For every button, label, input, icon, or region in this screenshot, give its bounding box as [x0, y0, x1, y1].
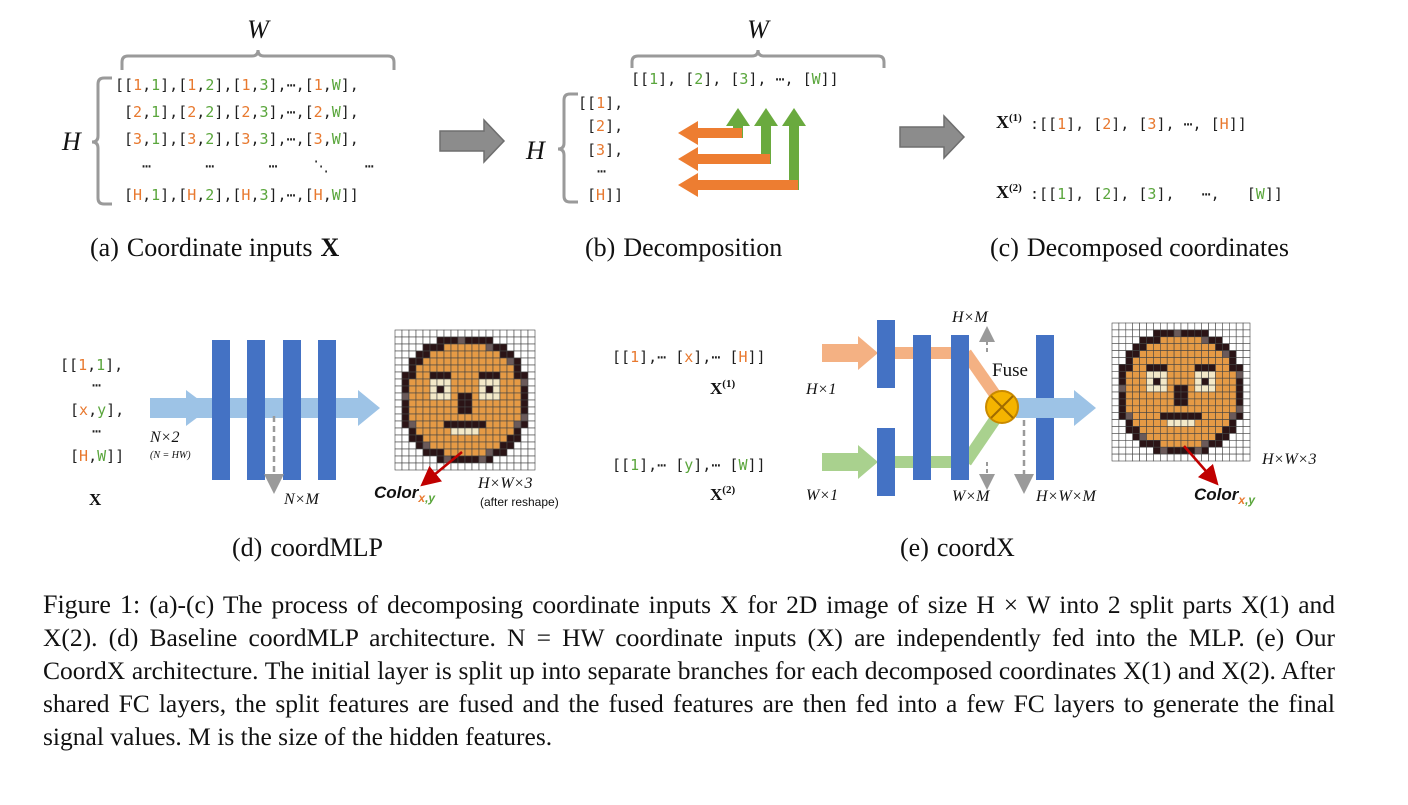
panel-e-hm-label: H×M: [951, 309, 989, 326]
right-arrow-icon: [439, 118, 506, 164]
panel-d-input: [H,W]]: [70, 447, 124, 465]
panel-a-w-brace: [120, 49, 396, 70]
panel-e-hwm-label: H×W×M: [1035, 488, 1097, 505]
panel-a-row: [2,1],[2,2],[2,3],⋯,[2,W],: [124, 103, 359, 121]
panel-a-row: [3,1],[3,2],[3,3],⋯,[3,W],: [124, 130, 359, 148]
pixel-face-icon: [1111, 322, 1251, 462]
panel-b-caption: (b) Decomposition: [585, 233, 782, 262]
decomposition-arrows: [678, 108, 806, 197]
panel-b-col-item: [3],: [587, 141, 623, 159]
panel-a-caption: (a) Coordinate inputs X: [90, 233, 339, 262]
panel-d-layers: [212, 340, 336, 480]
panel-d-input: [x,y],: [70, 401, 124, 419]
panel-a-row: ⋯ ⋯ ⋯ ⋱ ⋯: [124, 157, 374, 175]
panel-d-x-label: X: [89, 490, 102, 509]
panel-b-w-brace: [630, 49, 886, 68]
panel-e-x2-row: [[1],⋯ [y],⋯ [W]]: [612, 456, 766, 474]
panel-a-row: [H,1],[H,2],[H,3],⋯,[H,W]]: [124, 186, 359, 204]
panel-e-x2-arrow: [822, 445, 878, 479]
panel-e-fuse-label: Fuse: [992, 360, 1028, 381]
panel-d: [[1,1], ⋯ [x,y], ⋯ [H,W]] X N×2 (N = HW)…: [60, 329, 559, 562]
panel-e-wm-label: W×M: [952, 488, 991, 505]
panel-c-x1-row: :[[1], [2], [3], ⋯, [H]]: [1030, 115, 1247, 133]
panel-b-w-label: W: [747, 15, 771, 44]
panel-d-input: ⋯: [92, 422, 101, 440]
panel-b-col-item: [H]]: [587, 186, 623, 204]
panel-b-top-row: [[1], [2], [3], ⋯, [W]]: [631, 70, 839, 88]
panel-c-x2-label: X(2): [996, 182, 1022, 202]
caption-text: (a)-(c) The process of decomposing coord…: [43, 590, 1336, 751]
panel-a-w-label: W: [247, 15, 271, 44]
panel-d-reshape-note: (after reshape): [480, 495, 559, 509]
panel-e-x2-label: X(2): [710, 484, 735, 504]
panel-e-out-arrow: [1016, 390, 1096, 426]
panel-a-h-brace: [91, 76, 112, 206]
panel-d-input: [[1,1],: [60, 356, 123, 374]
panel-e-color-label: Colorx,y: [1194, 485, 1256, 507]
panel-d-input: ⋯: [92, 376, 101, 394]
panel-d-caption: (d) coordMLP: [232, 533, 383, 562]
figure-label: Figure 1:: [43, 590, 141, 619]
panel-b-h-brace: [557, 92, 578, 204]
pixel-face-icon: [394, 329, 536, 471]
panel-e: [[1],⋯ [x],⋯ [H]] X(1) H×1 [[1],⋯ [y],⋯ …: [612, 309, 1316, 562]
panel-d-nhw-label: (N = HW): [150, 450, 191, 461]
panel-e-hw3-label: H×W×3: [1261, 451, 1316, 468]
panel-a: W H [[1,1],[1,2],[1,3],⋯,[1,W], [2,1],[2…: [61, 15, 396, 262]
panel-c-caption: (c) Decomposed coordinates: [990, 233, 1289, 262]
panel-b-col-item: [2],: [587, 117, 623, 135]
figure-caption: Figure 1: (a)-(c) The process of decompo…: [43, 588, 1335, 753]
panel-e-x1-label: X(1): [710, 378, 735, 398]
panel-b: W [[1], [2], [3], ⋯, [W]] H [[1], [2], […: [525, 15, 886, 262]
panel-a-h-label: H: [61, 127, 82, 156]
panel-d-hw3-label: H×W×3: [477, 475, 532, 492]
panel-e-x1-row: [[1],⋯ [x],⋯ [H]]: [612, 348, 766, 366]
panel-d-color-label: Colorx,y: [374, 483, 436, 505]
panel-d-color-arrow: [420, 451, 463, 487]
panel-d-nm-label: N×M: [283, 491, 320, 508]
right-arrow-icon: [899, 114, 966, 160]
panel-c-x2-row: :[[1], [2], [3], ⋯, [W]]: [1030, 185, 1283, 203]
fuse-circle-icon: [985, 390, 1019, 424]
panel-e-layers: [877, 320, 1054, 496]
panel-b-col-item: ⋯: [597, 162, 606, 180]
panel-b-h-label: H: [525, 136, 546, 165]
panel-e-x1-arrow: [822, 336, 878, 370]
panel-a-row: [[1,1],[1,2],[1,3],⋯,[1,W],: [115, 76, 359, 94]
panel-e-color-arrow: [1183, 445, 1219, 486]
panel-d-n2-label: N×2: [149, 429, 179, 446]
panel-c-x1-label: X(1): [996, 112, 1022, 132]
panel-e-caption: (e) coordX: [900, 533, 1015, 562]
panel-c: X(1) :[[1], [2], [3], ⋯, [H]] X(2) :[[1]…: [990, 112, 1289, 262]
panel-e-w1-label: W×1: [806, 487, 838, 504]
panel-b-col-item: [[1],: [578, 94, 623, 112]
panel-e-h1-label: H×1: [805, 381, 836, 398]
